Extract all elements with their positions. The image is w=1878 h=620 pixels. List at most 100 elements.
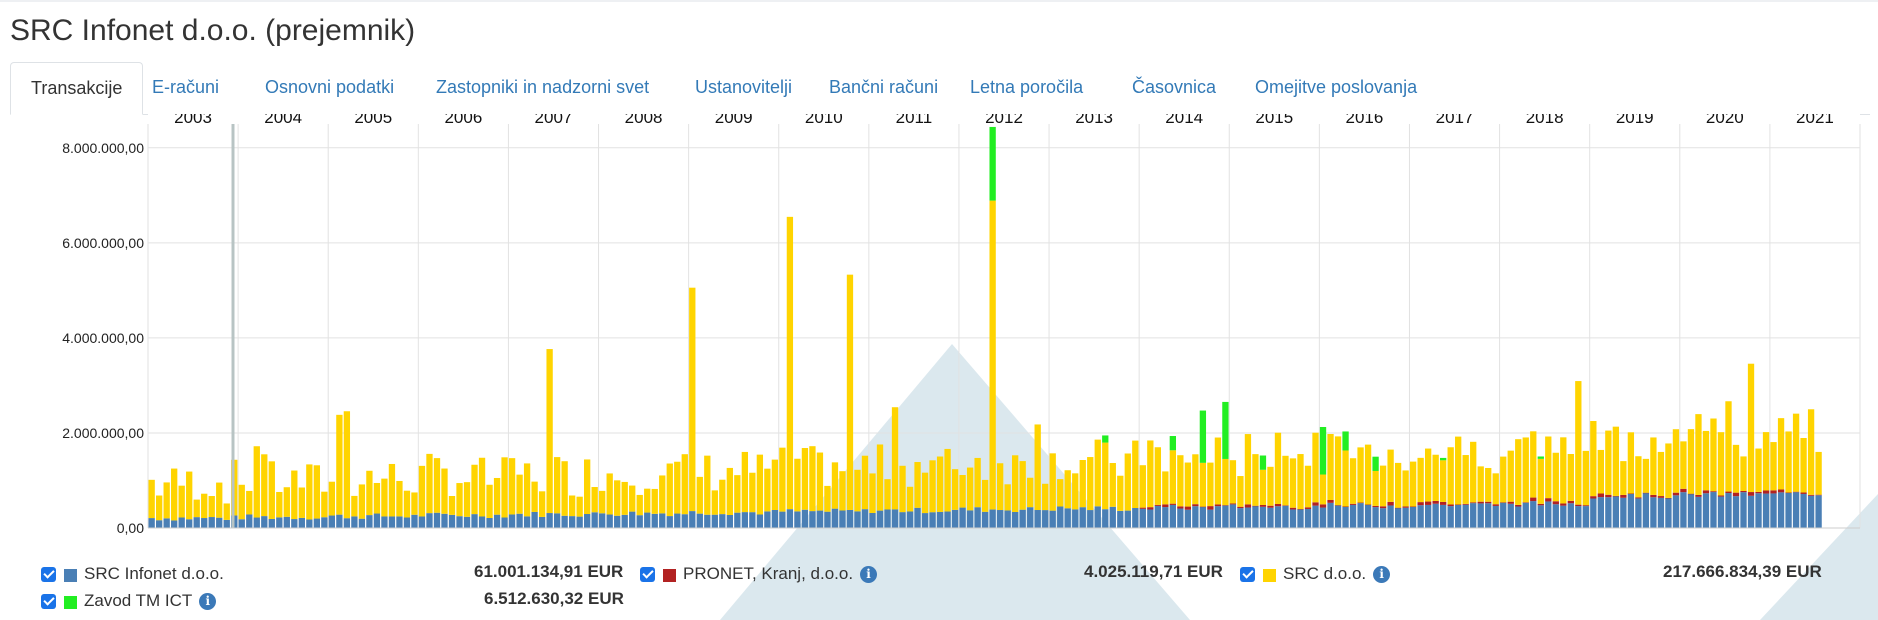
bar-pronet[interactable] [1500, 502, 1507, 503]
bar-src[interactable] [1537, 458, 1544, 504]
bar-src[interactable] [216, 482, 223, 518]
bar-src-infonet[interactable] [621, 514, 628, 528]
bar-src[interactable] [764, 468, 771, 512]
tab-omejitve-poslovanja[interactable]: Omejitve poslovanja [1255, 77, 1418, 97]
bar-src-infonet[interactable] [1747, 495, 1755, 528]
bar-src[interactable] [1327, 433, 1334, 500]
bar-src-infonet[interactable] [1222, 505, 1229, 528]
bar-src-infonet[interactable] [448, 514, 456, 528]
bar-src-infonet[interactable] [779, 511, 786, 528]
bar-src-infonet[interactable] [1582, 506, 1589, 528]
bar-src[interactable] [629, 485, 636, 512]
bar-src[interactable] [704, 455, 711, 515]
bar-zavod-tm-ict[interactable] [1259, 455, 1267, 470]
bar-src[interactable] [1394, 462, 1402, 508]
bar-pronet[interactable] [1515, 504, 1522, 507]
bar-src[interactable] [1500, 456, 1507, 503]
bar-src[interactable] [929, 460, 936, 513]
bar-src-infonet[interactable] [1642, 492, 1650, 528]
bar-pronet[interactable] [1470, 502, 1477, 504]
bar-src[interactable] [561, 461, 568, 516]
bar-src-infonet[interactable] [1147, 509, 1154, 528]
bar-src-infonet[interactable] [208, 517, 215, 528]
bar-src-infonet[interactable] [921, 513, 929, 528]
bar-pronet[interactable] [1259, 504, 1267, 507]
bar-src[interactable] [156, 495, 163, 521]
bar-src-infonet[interactable] [1199, 506, 1207, 528]
bar-src-infonet[interactable] [1034, 510, 1041, 528]
bar-src-infonet[interactable] [899, 512, 906, 528]
bar-src-infonet[interactable] [741, 512, 749, 528]
legend-item-pronet[interactable]: PRONET, Kranj, d.o.o. i [640, 564, 878, 584]
bar-src[interactable] [1687, 429, 1695, 494]
bar-src-infonet[interactable] [148, 518, 155, 528]
bar-src-infonet[interactable] [1184, 509, 1192, 528]
bar-src-infonet[interactable] [403, 517, 411, 528]
bar-src-infonet[interactable] [298, 517, 305, 528]
bar-src-infonet[interactable] [666, 516, 673, 528]
bar-src[interactable] [1012, 455, 1019, 512]
bar-zavod-tm-ict[interactable] [1342, 431, 1349, 451]
bar-src[interactable] [1192, 454, 1199, 505]
bar-src[interactable] [1087, 457, 1094, 511]
bar-src-infonet[interactable] [1672, 495, 1680, 528]
bar-src[interactable] [1259, 469, 1267, 505]
bar-pronet[interactable] [1755, 491, 1762, 494]
bar-src[interactable] [1717, 432, 1725, 496]
bar-src[interactable] [996, 463, 1004, 511]
bar-src[interactable] [1424, 448, 1432, 502]
bar-pronet[interactable] [1477, 501, 1484, 504]
bar-src-infonet[interactable] [568, 516, 576, 528]
bar-src-infonet[interactable] [1049, 510, 1056, 528]
bar-src[interactable] [1064, 470, 1071, 509]
tab-osnovni-podatki[interactable]: Osnovni podatki [265, 77, 395, 97]
bar-src-infonet[interactable] [681, 514, 688, 528]
bar-pronet[interactable] [1740, 490, 1747, 493]
bar-pronet[interactable] [1440, 501, 1447, 505]
tab-casovnica[interactable]: Časovnica [1132, 77, 1217, 97]
bar-src[interactable] [899, 465, 906, 513]
bar-pronet[interactable] [1702, 490, 1710, 494]
bar-src-infonet[interactable] [711, 514, 718, 528]
bar-src-infonet[interactable] [1027, 507, 1034, 528]
bar-src[interactable] [381, 478, 388, 517]
bar-src[interactable] [771, 459, 779, 510]
bar-src[interactable] [1169, 450, 1177, 504]
bar-src-infonet[interactable] [1207, 509, 1214, 528]
bar-src-infonet[interactable] [1132, 508, 1139, 528]
bar-src-infonet[interactable] [523, 516, 531, 528]
bar-src[interactable] [726, 467, 733, 515]
bar-src[interactable] [313, 465, 321, 519]
bar-src-infonet[interactable] [336, 514, 343, 528]
bar-src[interactable] [1312, 432, 1319, 503]
bar-src[interactable] [659, 475, 666, 514]
bar-pronet[interactable] [1492, 504, 1499, 506]
bar-src-infonet[interactable] [1004, 510, 1011, 528]
bar-src[interactable] [1800, 438, 1807, 493]
bar-src-infonet[interactable] [659, 513, 666, 528]
bar-pronet[interactable] [1575, 504, 1582, 507]
bar-src-infonet[interactable] [1627, 493, 1635, 528]
bar-src-infonet[interactable] [816, 510, 824, 528]
bar-src[interactable] [1777, 418, 1785, 490]
bar-pronet[interactable] [1530, 497, 1537, 502]
bar-src[interactable] [456, 483, 463, 517]
bar-src-infonet[interactable] [1094, 506, 1101, 528]
bar-src-infonet[interactable] [538, 516, 546, 528]
bar-src[interactable] [1507, 450, 1514, 502]
bar-src-infonet[interactable] [1102, 509, 1109, 528]
bar-src[interactable] [1522, 437, 1529, 503]
bar-src[interactable] [553, 457, 561, 514]
bar-pronet[interactable] [1432, 500, 1439, 504]
bar-src-infonet[interactable] [463, 516, 471, 528]
bar-src[interactable] [1409, 461, 1417, 507]
bar-src-infonet[interactable] [651, 513, 658, 528]
bar-src-infonet[interactable] [1455, 504, 1462, 528]
bar-src-infonet[interactable] [1492, 505, 1499, 528]
bar-src-infonet[interactable] [644, 512, 651, 528]
bar-src-infonet[interactable] [381, 516, 388, 528]
bar-pronet[interactable] [1485, 501, 1492, 504]
bar-src-infonet[interactable] [1117, 510, 1124, 528]
legend-checkbox-zavod-tm-ict[interactable] [41, 593, 56, 609]
bar-src[interactable] [1154, 447, 1161, 505]
